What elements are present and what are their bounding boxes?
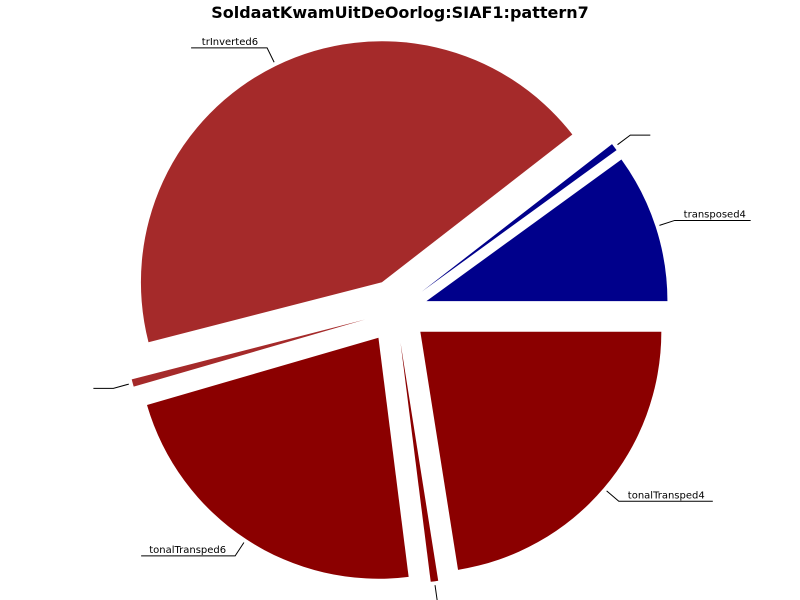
leader-line-tonaltransped6 [141, 542, 245, 557]
pie-slice-transposed4 [426, 159, 668, 302]
slice-label-tonaltransped4: tonalTransped4 [628, 490, 705, 501]
leader-line-unlabeled-5 [617, 134, 651, 146]
pie-slice-unlabeled-5 [421, 144, 617, 292]
slice-label-trinverted6: trInverted6 [202, 37, 258, 48]
pie-slices [131, 41, 668, 582]
leader-line-trinverted6 [191, 47, 275, 63]
leader-line-unlabeled-3 [93, 383, 129, 389]
pie-slice-tonaltransped6 [147, 337, 409, 579]
chart-title: SoldaatKwamUitDeOorlog:SIAF1:pattern7 [211, 3, 589, 22]
pie-slice-unlabeled-1 [400, 342, 439, 582]
leader-line-transposed4 [659, 219, 751, 226]
leader-line-unlabeled-1 [434, 585, 438, 600]
pie-labels: tonalTransped4 tonalTransped6 trInverted6 t… [93, 37, 751, 600]
pie-slice-trinverted6 [140, 41, 573, 343]
leader-line-tonaltransped4 [606, 490, 713, 502]
pie-slice-unlabeled-3 [131, 319, 366, 387]
slice-label-transposed4: transposed4 [684, 209, 746, 220]
slice-label-tonaltransped6: tonalTransped6 [149, 545, 226, 556]
pie-slice-tonaltransped4 [420, 331, 662, 570]
